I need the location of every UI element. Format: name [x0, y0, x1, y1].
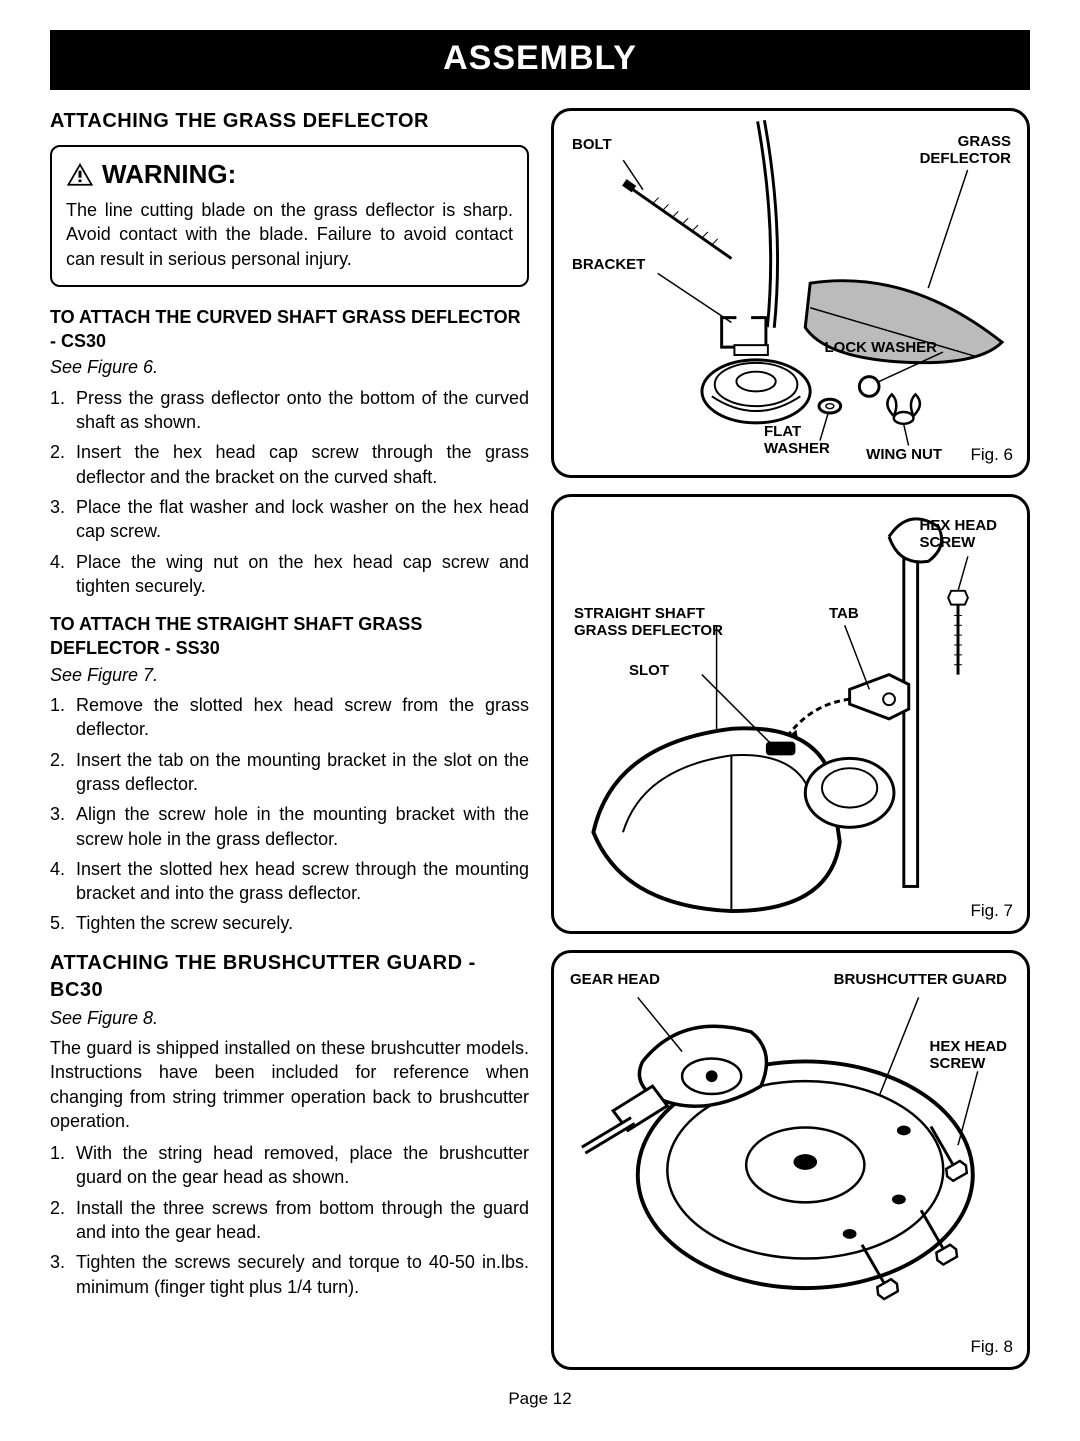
- see-figure-7: See Figure 7.: [50, 663, 529, 687]
- steps-bc30: With the string head removed, place the …: [50, 1141, 529, 1299]
- callout-gear-head: GEAR HEAD: [570, 971, 660, 988]
- figure-7-box: HEX HEADSCREW STRAIGHT SHAFTGRASS DEFLEC…: [551, 494, 1030, 934]
- callout-flat-washer: FLATWASHER: [764, 423, 830, 458]
- figure-8-label: Fig. 8: [970, 1336, 1013, 1359]
- list-item: Tighten the screws securely and torque t…: [50, 1250, 529, 1299]
- steps-ss30: Remove the slotted hex head screw from t…: [50, 693, 529, 936]
- list-item: Remove the slotted hex head screw from t…: [50, 693, 529, 742]
- list-item: Install the three screws from bottom thr…: [50, 1196, 529, 1245]
- two-column-layout: ATTACHING THE GRASS DEFLECTOR WARNING: T…: [50, 108, 1030, 1370]
- see-figure-6: See Figure 6.: [50, 355, 529, 379]
- brushcutter-intro: The guard is shipped installed on these …: [50, 1036, 529, 1133]
- left-column: ATTACHING THE GRASS DEFLECTOR WARNING: T…: [50, 108, 529, 1370]
- title-bar: ASSEMBLY: [50, 30, 1030, 90]
- callout-hex-head-screw-8: HEX HEADSCREW: [929, 1038, 1007, 1073]
- subhead-cs30: TO ATTACH THE CURVED SHAFT GRASS DEFLECT…: [50, 305, 529, 354]
- figure-7-illustration: [554, 497, 1027, 931]
- callout-hex-head-screw-7: HEX HEADSCREW: [919, 517, 997, 552]
- callout-bracket: BRACKET: [572, 256, 645, 273]
- list-item: With the string head removed, place the …: [50, 1141, 529, 1190]
- list-item: Insert the hex head cap screw through th…: [50, 440, 529, 489]
- callout-grass-deflector: GRASSDEFLECTOR: [920, 133, 1011, 168]
- callout-brushcutter-guard: BRUSHCUTTER GUARD: [834, 971, 1007, 988]
- figure-6-label: Fig. 6: [970, 444, 1013, 467]
- list-item: Insert the slotted hex head screw throug…: [50, 857, 529, 906]
- warning-label: WARNING:: [102, 157, 236, 192]
- callout-bolt: BOLT: [572, 136, 612, 153]
- subhead-ss30: TO ATTACH THE STRAIGHT SHAFT GRASS DEFLE…: [50, 612, 529, 661]
- steps-cs30: Press the grass deflector onto the botto…: [50, 386, 529, 598]
- list-item: Press the grass deflector onto the botto…: [50, 386, 529, 435]
- list-item: Place the flat washer and lock washer on…: [50, 495, 529, 544]
- page-number: Page 12: [50, 1388, 1030, 1411]
- list-item: Insert the tab on the mounting bracket i…: [50, 748, 529, 797]
- warning-box: WARNING: The line cutting blade on the g…: [50, 145, 529, 287]
- figure-6-box: BOLT GRASSDEFLECTOR BRACKET LOCK WASHER …: [551, 108, 1030, 478]
- list-item: Tighten the screw securely.: [50, 911, 529, 935]
- see-figure-8: See Figure 8.: [50, 1006, 529, 1030]
- right-column: BOLT GRASSDEFLECTOR BRACKET LOCK WASHER …: [551, 108, 1030, 1370]
- callout-tab: TAB: [829, 605, 859, 622]
- figure-8-illustration: [554, 953, 1027, 1367]
- callout-slot: SLOT: [629, 662, 669, 679]
- section-heading-brushcutter: ATTACHING THE BRUSHCUTTER GUARD - BC30: [50, 950, 529, 1004]
- list-item: Align the screw hole in the mounting bra…: [50, 802, 529, 851]
- callout-wing-nut: WING NUT: [866, 446, 942, 463]
- figure-7-label: Fig. 7: [970, 900, 1013, 923]
- callout-lock-washer: LOCK WASHER: [825, 339, 938, 356]
- section-heading-deflector: ATTACHING THE GRASS DEFLECTOR: [50, 108, 529, 135]
- warning-text: The line cutting blade on the grass defl…: [66, 198, 513, 271]
- callout-straight-shaft-deflector: STRAIGHT SHAFTGRASS DEFLECTOR: [574, 605, 723, 640]
- figure-8-box: GEAR HEAD BRUSHCUTTER GUARD HEX HEADSCRE…: [551, 950, 1030, 1370]
- warning-icon: [66, 162, 94, 186]
- warning-title: WARNING:: [66, 157, 513, 192]
- list-item: Place the wing nut on the hex head cap s…: [50, 550, 529, 599]
